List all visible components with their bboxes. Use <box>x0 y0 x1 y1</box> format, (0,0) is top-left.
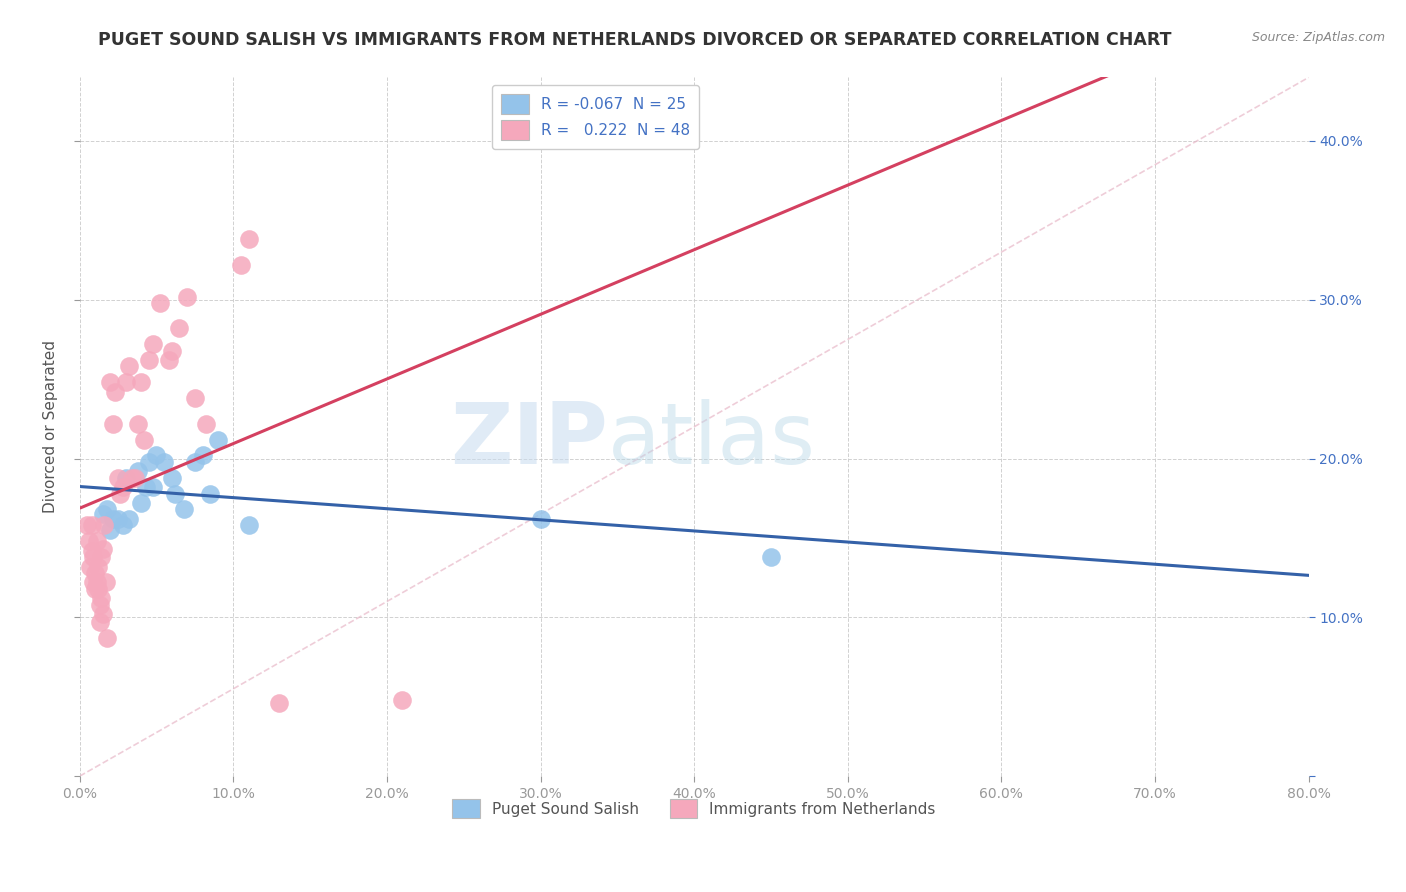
Point <box>96 502 118 516</box>
Point <box>86 575 108 590</box>
Point <box>114 376 136 390</box>
Point <box>176 289 198 303</box>
Point <box>138 455 160 469</box>
Point <box>160 343 183 358</box>
Text: PUGET SOUND SALISH VS IMMIGRANTS FROM NETHERLANDS DIVORCED OR SEPARATED CORRELAT: PUGET SOUND SALISH VS IMMIGRANTS FROM NE… <box>98 31 1173 49</box>
Point <box>391 693 413 707</box>
Point <box>207 433 229 447</box>
Point <box>89 598 111 612</box>
Point <box>118 512 141 526</box>
Point <box>114 470 136 484</box>
Point <box>103 512 125 526</box>
Point <box>269 696 291 710</box>
Point <box>135 480 157 494</box>
Point <box>82 549 104 564</box>
Point <box>87 582 110 596</box>
Point <box>91 542 114 557</box>
Point <box>142 337 165 351</box>
Point <box>142 480 165 494</box>
Point <box>100 376 122 390</box>
Point <box>118 359 141 374</box>
Point <box>184 455 207 469</box>
Point <box>173 502 195 516</box>
Point <box>129 496 152 510</box>
Point <box>238 518 260 533</box>
Point <box>200 486 222 500</box>
Point <box>124 470 146 484</box>
Point <box>96 631 118 645</box>
Text: atlas: atlas <box>607 400 815 483</box>
Point <box>127 464 149 478</box>
Point <box>76 518 98 533</box>
Point <box>127 417 149 431</box>
Point <box>80 543 103 558</box>
Point <box>107 470 129 484</box>
Point <box>94 575 117 590</box>
Point <box>104 384 127 399</box>
Point <box>138 353 160 368</box>
Point <box>77 534 100 549</box>
Point <box>86 534 108 549</box>
Point <box>90 591 112 606</box>
Point <box>107 512 129 526</box>
Point <box>184 391 207 405</box>
Point <box>108 486 131 500</box>
Point <box>93 518 115 533</box>
Point <box>91 607 114 622</box>
Point <box>194 417 217 431</box>
Point <box>121 470 143 484</box>
Point <box>89 615 111 629</box>
Legend: Puget Sound Salish, Immigrants from Netherlands: Puget Sound Salish, Immigrants from Neth… <box>446 793 942 824</box>
Point <box>759 549 782 564</box>
Point <box>111 480 134 494</box>
Point <box>153 455 176 469</box>
Point <box>84 582 107 596</box>
Point <box>169 321 191 335</box>
Point <box>163 486 186 500</box>
Point <box>129 376 152 390</box>
Point <box>111 518 134 533</box>
Point <box>91 507 114 521</box>
Point <box>160 470 183 484</box>
Text: Source: ZipAtlas.com: Source: ZipAtlas.com <box>1251 31 1385 45</box>
Point <box>80 518 103 533</box>
Point <box>191 449 214 463</box>
Point <box>529 512 551 526</box>
Point <box>148 296 170 310</box>
Point <box>82 575 104 590</box>
Point <box>134 433 156 447</box>
Point <box>103 417 125 431</box>
Y-axis label: Divorced or Separated: Divorced or Separated <box>44 341 58 513</box>
Point <box>229 258 252 272</box>
Point <box>84 566 107 580</box>
Point <box>90 549 112 564</box>
Point <box>79 559 101 574</box>
Point <box>157 353 180 368</box>
Point <box>100 523 122 537</box>
Point <box>145 449 167 463</box>
Point <box>238 232 260 246</box>
Text: ZIP: ZIP <box>450 400 607 483</box>
Point <box>87 559 110 574</box>
